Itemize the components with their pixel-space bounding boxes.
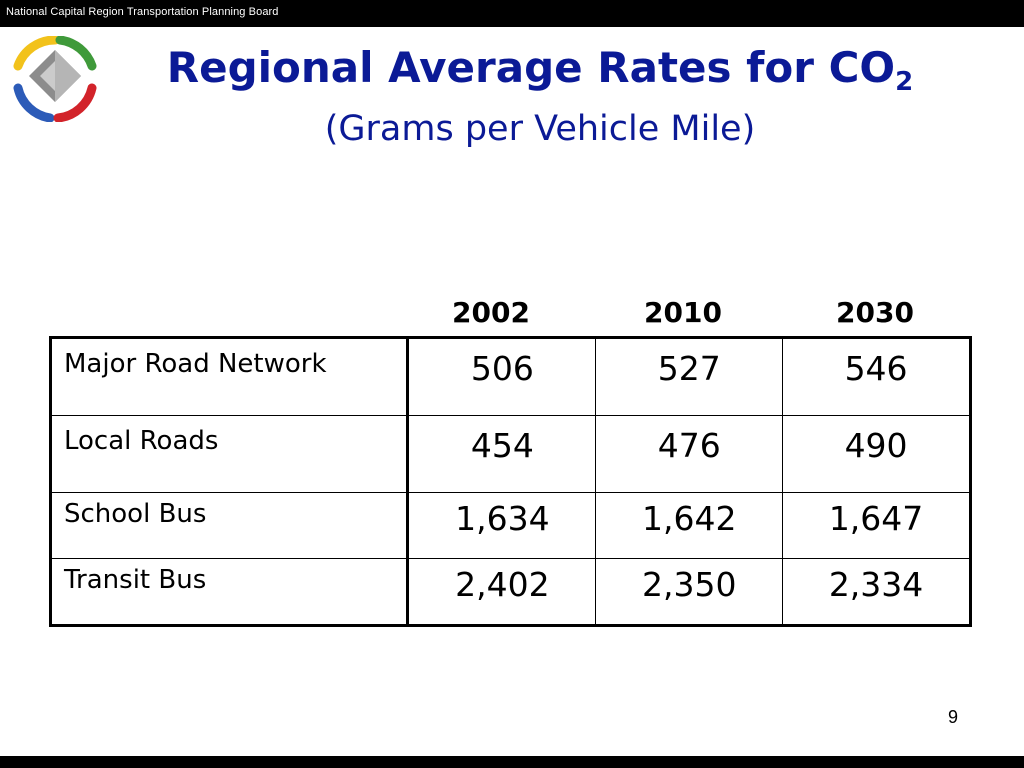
- title-subscript: 2: [895, 67, 914, 97]
- row-label: Transit Bus: [48, 558, 410, 627]
- table-row: Local Roads 454 476 490: [48, 415, 972, 493]
- table-row: School Bus 1,634 1,642 1,647: [48, 492, 972, 559]
- table-row: Transit Bus 2,402 2,350 2,334: [48, 558, 972, 627]
- table-cell: 2,402: [407, 558, 597, 627]
- tpb-logo-icon: [13, 36, 97, 122]
- rates-table: Major Road Network 506 527 546 Local Roa…: [48, 336, 972, 627]
- table-cell: 506: [407, 336, 597, 416]
- bottom-banner: [0, 756, 1024, 768]
- column-header-2010: 2010: [644, 296, 722, 329]
- row-label: Local Roads: [48, 415, 410, 493]
- table-cell: 490: [782, 415, 972, 493]
- table-cell: 1,642: [595, 492, 784, 559]
- table-cell: 546: [782, 336, 972, 416]
- page-number: 9: [948, 707, 959, 727]
- organization-name: National Capital Region Transportation P…: [6, 6, 279, 18]
- table-cell: 454: [407, 415, 597, 493]
- page-subtitle: (Grams per Vehicle Mile): [324, 109, 756, 149]
- page-title: Regional Average Rates for CO2: [110, 40, 970, 96]
- title-text: Regional Average Rates for CO: [166, 43, 896, 92]
- row-label: School Bus: [48, 492, 410, 559]
- column-header-2002: 2002: [452, 296, 530, 329]
- table-cell: 2,350: [595, 558, 784, 627]
- column-header-2030: 2030: [836, 296, 914, 329]
- table-cell: 476: [595, 415, 784, 493]
- row-label: Major Road Network: [48, 336, 410, 416]
- table-cell: 2,334: [782, 558, 972, 627]
- table-cell: 1,634: [407, 492, 597, 559]
- table-cell: 1,647: [782, 492, 972, 559]
- table-cell: 527: [595, 336, 784, 416]
- top-banner: National Capital Region Transportation P…: [0, 0, 1024, 27]
- table-row: Major Road Network 506 527 546: [48, 336, 972, 416]
